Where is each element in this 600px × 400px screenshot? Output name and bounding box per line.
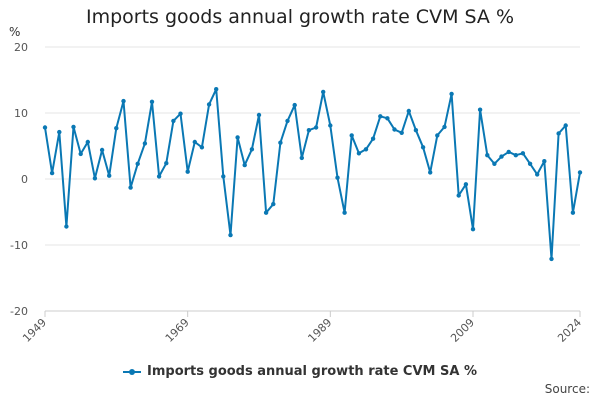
data-point[interactable] [114,126,119,131]
data-point[interactable] [164,161,169,166]
x-tick-label: 1969 [163,316,192,345]
y-tick-label: 20 [14,41,28,54]
data-point[interactable] [192,139,197,145]
legend[interactable]: Imports goods annual growth rate CVM SA … [0,364,600,379]
data-point[interactable] [313,125,319,130]
data-point[interactable] [406,108,411,114]
data-point[interactable] [335,175,340,180]
data-point[interactable] [178,111,183,116]
y-tick-label: 0 [21,173,28,186]
y-gridlines [45,46,580,312]
data-point[interactable] [442,124,447,130]
data-point[interactable] [370,136,376,141]
data-point[interactable] [149,99,155,105]
data-point[interactable] [449,91,454,97]
series-line [44,88,581,260]
data-point[interactable] [242,162,247,168]
data-point[interactable] [57,129,62,135]
data-point[interactable] [256,112,262,118]
data-point[interactable] [349,133,354,138]
y-tick-label: -20 [10,305,28,318]
data-point[interactable] [99,147,105,153]
data-point[interactable] [485,153,490,158]
data-point[interactable] [185,169,190,174]
data-point[interactable] [249,147,255,152]
data-point[interactable] [92,176,98,181]
data-point[interactable] [499,154,504,159]
data-point[interactable] [492,161,497,166]
series-group [42,87,583,262]
data-point[interactable] [228,232,233,238]
data-point[interactable] [542,159,547,164]
data-point[interactable] [78,151,83,157]
data-point[interactable] [570,210,576,215]
data-point[interactable] [42,125,48,130]
data-point[interactable] [563,123,568,128]
data-point[interactable] [206,102,212,107]
data-point[interactable] [156,174,162,179]
y-axis-ticks: -20 -10 0 10 20 [10,41,28,318]
data-point[interactable] [399,130,404,135]
data-point[interactable] [321,89,326,95]
data-point[interactable] [64,224,69,229]
chart-title: Imports goods annual growth rate CVM SA … [85,6,515,28]
x-tick-label: 1989 [305,316,334,345]
data-point[interactable] [271,201,276,207]
data-point[interactable] [392,127,397,132]
data-point[interactable] [292,102,297,108]
data-point[interactable] [85,139,91,145]
data-point[interactable] [128,185,133,190]
data-point[interactable] [385,116,390,121]
data-point[interactable] [413,128,419,133]
data-point[interactable] [263,210,269,215]
data-point[interactable] [135,161,140,166]
legend-line-marker-icon [123,367,141,377]
data-point[interactable] [577,170,583,175]
data-point[interactable] [470,227,476,232]
data-point[interactable] [107,173,112,178]
x-tick-label: 2009 [448,316,477,345]
x-tick-label: 2024 [555,316,584,345]
data-point[interactable] [463,182,469,187]
data-point[interactable] [535,172,540,177]
data-point[interactable] [549,256,554,262]
source-label: Source: [544,382,590,396]
data-point[interactable] [556,131,561,136]
data-point[interactable] [142,141,148,146]
data-point[interactable] [328,123,333,128]
data-point[interactable] [235,135,240,140]
data-point[interactable] [71,124,76,130]
data-point[interactable] [49,170,55,176]
data-point[interactable] [342,210,347,215]
x-tick-label: 1949 [20,316,49,345]
data-point[interactable] [285,118,290,124]
data-point[interactable] [435,133,440,138]
data-point[interactable] [221,174,226,179]
data-point[interactable] [121,98,126,104]
data-point[interactable] [477,107,483,112]
data-point[interactable] [527,161,533,166]
data-point[interactable] [171,118,176,124]
data-point[interactable] [356,151,362,156]
data-point[interactable] [214,87,219,92]
data-point[interactable] [513,153,518,158]
y-axis-unit-label: % [9,25,21,39]
y-tick-label: 10 [14,107,28,120]
data-point[interactable] [306,128,312,133]
data-point[interactable] [428,170,433,175]
data-point[interactable] [299,155,304,161]
data-point[interactable] [506,149,511,155]
data-point[interactable] [456,193,461,198]
legend-label: Imports goods annual growth rate CVM SA … [147,364,477,379]
data-point[interactable] [420,145,426,150]
data-point[interactable] [363,147,369,152]
y-tick-label: -10 [10,239,28,252]
data-point[interactable] [278,140,283,145]
data-point[interactable] [520,151,526,156]
data-point[interactable] [199,145,205,150]
data-point[interactable] [378,114,383,119]
x-axis: 1949 1969 1989 2009 2024 [20,310,584,345]
